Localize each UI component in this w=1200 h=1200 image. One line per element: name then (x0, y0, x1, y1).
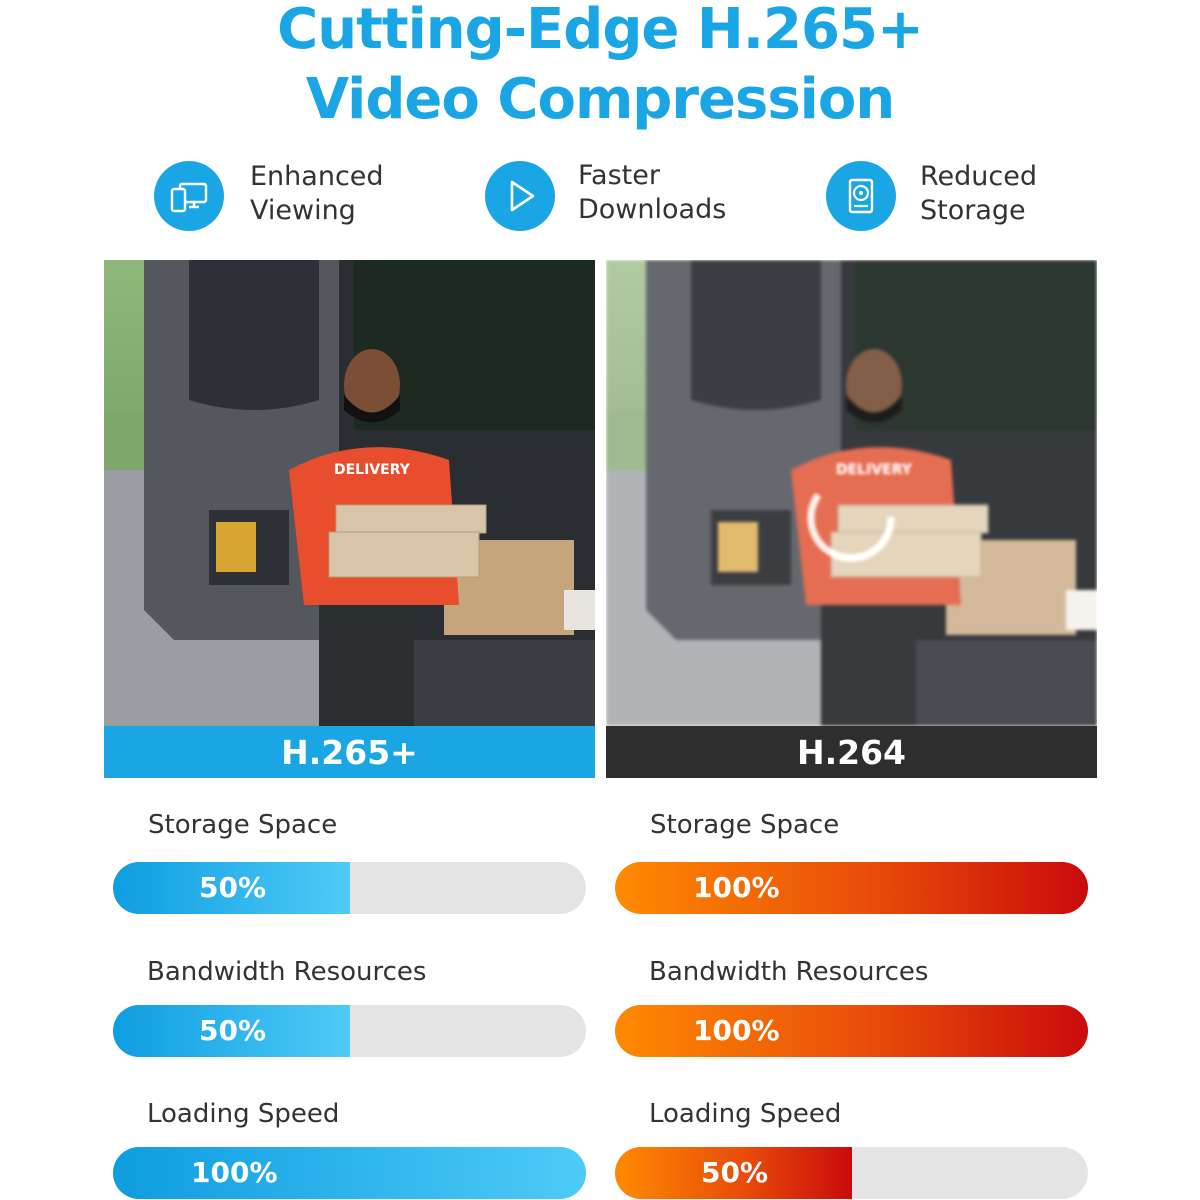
h265-storage-bar: 50% (113, 862, 586, 914)
codec-caption-h264: H.264 (606, 726, 1097, 778)
bar-fill (615, 1147, 852, 1199)
bar-fill (113, 1147, 586, 1199)
bar-fill (615, 862, 1088, 914)
h265-loading-bar: 100% (113, 1147, 586, 1199)
play-icon (485, 161, 555, 231)
shirt-text: DELIVERY (334, 462, 411, 478)
delivery-scene-image: DELIVERY (104, 260, 595, 726)
h264-sample-photo: DELIVERY H.264 (606, 260, 1097, 778)
page-title-line-1: Cutting-Edge H.265+ (277, 0, 924, 62)
h265-storage-label: Storage Space (148, 810, 338, 840)
h264-bandwidth-label: Bandwidth Resources (649, 957, 929, 987)
feature-label: Faster Downloads (578, 160, 727, 225)
h265-bandwidth-label: Bandwidth Resources (147, 957, 427, 987)
bar-percent: 100% (693, 1014, 780, 1047)
h265-loading-label: Loading Speed (147, 1099, 340, 1129)
bar-fill (113, 1005, 350, 1057)
page-title-line-2: Video Compression (305, 67, 895, 132)
h265-bandwidth-bar: 50% (113, 1005, 586, 1057)
bar-percent: 50% (199, 871, 267, 904)
bar-percent: 50% (701, 1156, 769, 1189)
hard-drive-icon (826, 161, 896, 231)
feature-label: Reduced Storage (920, 161, 1038, 226)
feature-label: Enhanced Viewing (250, 161, 384, 226)
bar-percent: 100% (693, 871, 780, 904)
bar-fill (113, 862, 350, 914)
h264-storage-bar: 100% (615, 862, 1088, 914)
devices-icon (154, 161, 224, 231)
bar-percent: 50% (199, 1014, 267, 1047)
bar-percent: 100% (191, 1156, 278, 1189)
bar-fill (615, 1005, 1088, 1057)
delivery-scene-image-blurred: DELIVERY (606, 260, 1097, 726)
h264-loading-label: Loading Speed (649, 1099, 842, 1129)
shirt-text: DELIVERY (836, 462, 913, 478)
h264-bandwidth-bar: 100% (615, 1005, 1088, 1057)
codec-caption-h265: H.265+ (104, 726, 595, 778)
h265-sample-photo: DELIVERY H.265+ (104, 260, 595, 778)
h264-loading-bar: 50% (615, 1147, 1088, 1199)
h264-storage-label: Storage Space (650, 810, 840, 840)
